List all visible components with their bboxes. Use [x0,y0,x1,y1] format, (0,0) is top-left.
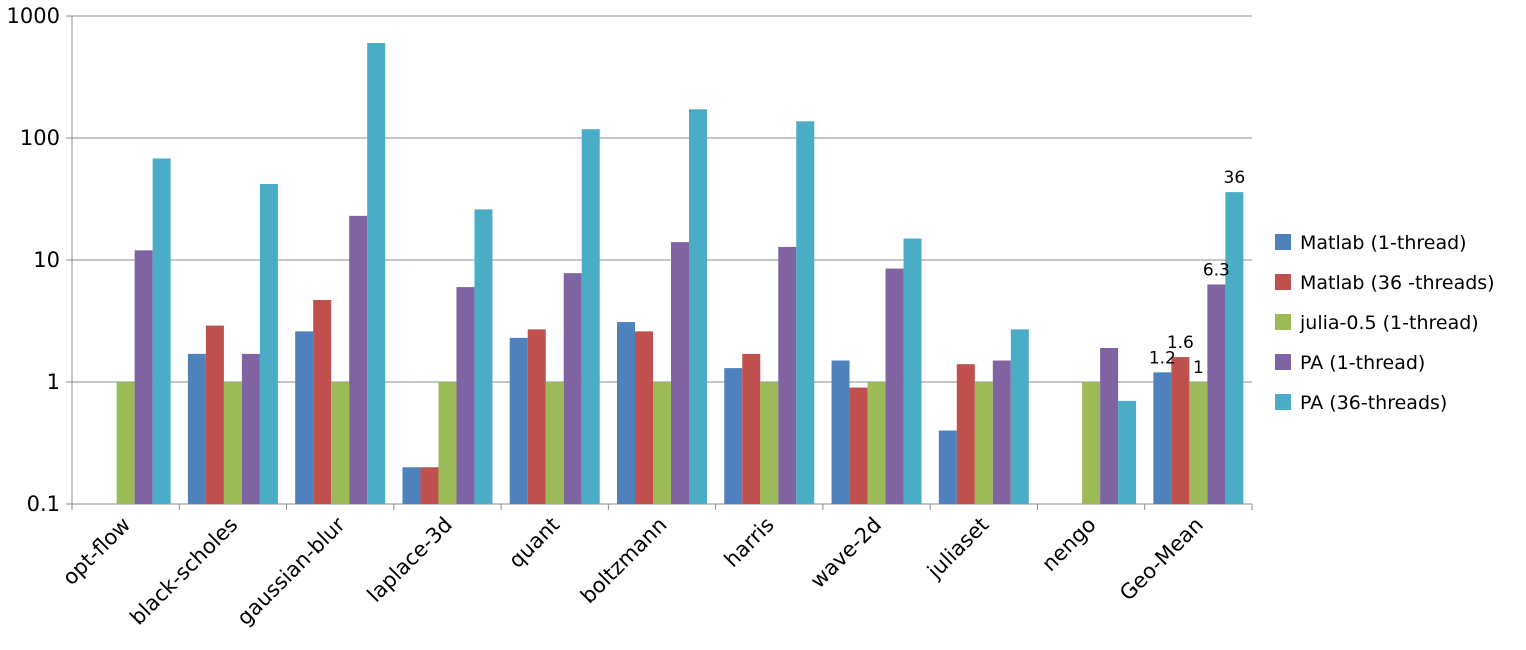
x-tick-label: boltzmann [576,513,672,609]
data-label: 1 [1193,358,1204,378]
bar-gaussian-blur-series-2 [313,300,332,504]
legend-swatch [1275,314,1291,330]
bar-juliaset-series-3 [974,382,993,504]
x-tick-label: laplace-3d [363,513,457,607]
bar-black-scholes-series-1 [187,353,206,504]
legend: Matlab (1-thread) Matlab (36 -threads) jul… [1275,232,1495,414]
bar-juliaset-series-2 [956,364,975,504]
legend-label: Matlab (1-thread) [1300,232,1467,254]
bar-harris-series-5 [796,121,815,504]
bar-quant-series-4 [563,273,582,504]
bar-wave-2d-series-5 [903,238,922,505]
bar-boltzmann-series-3 [653,382,671,504]
data-label: 36 [1224,168,1246,188]
bar-gaussian-blur-series-1 [295,331,314,504]
bar-harris-series-1 [724,368,743,504]
bar-laplace-3d-series-5 [474,209,493,505]
bar-nengo-series-3 [1082,382,1101,504]
bar-wave-2d-series-4 [885,268,904,504]
bar-nengo-series-4 [1100,347,1119,504]
bar-laplace-3d-series-1 [402,467,421,504]
legend-swatch [1275,354,1291,370]
bar-wave-2d-series-3 [867,382,886,504]
bar-harris-series-2 [742,353,761,504]
legend-swatch [1275,234,1291,250]
bar-harris-series-3 [760,382,779,504]
bar-gaussian-blur-series-4 [349,215,368,504]
x-tick-label: nengo [1037,513,1100,576]
bar-Geo-Mean-series-2 [1171,357,1190,504]
bar-laplace-3d-series-2 [420,467,439,504]
bar-harris-series-4 [778,246,797,504]
y-tick-label: 1000 [7,4,60,28]
x-tick-label: juliaset [922,513,993,584]
bar-quant-series-2 [527,329,546,504]
bar-opt-flow-series-4 [134,250,153,504]
data-label: 1.6 [1167,333,1194,353]
legend-label: Matlab (36 -threads) [1300,272,1495,294]
x-tick-label: wave-2d [806,513,886,593]
bar-Geo-Mean-series-5 [1225,192,1244,504]
legend-label: PA (1-thread) [1300,352,1425,374]
x-tick-label: opt-flow [58,513,135,590]
bar-boltzmann-series-4 [671,242,689,505]
bar-black-scholes-series-3 [223,382,242,504]
bar-juliaset-series-4 [992,360,1011,504]
data-label: 6.3 [1203,260,1230,280]
bars [116,43,1244,505]
y-tick-label: 10 [33,248,60,272]
x-tick-label: quant [504,513,564,573]
bar-boltzmann-series-1 [617,322,635,504]
bar-nengo-series-5 [1118,400,1137,504]
legend-swatch [1275,394,1291,410]
bar-gaussian-blur-series-5 [367,43,386,504]
bar-black-scholes-series-4 [241,353,260,504]
bar-wave-2d-series-2 [849,387,868,504]
bar-black-scholes-series-5 [259,183,278,504]
bar-quant-series-3 [545,382,564,504]
x-tick-label: Geo-Mean [1115,513,1208,606]
bar-boltzmann-series-2 [635,331,653,504]
bar-juliaset-series-5 [1010,329,1029,504]
legend-label: PA (36-threads) [1300,392,1447,414]
y-tick-label: 1 [47,370,60,394]
y-tick-label: 100 [20,126,60,150]
bar-wave-2d-series-1 [831,360,850,504]
bar-juliaset-series-1 [938,430,957,504]
bar-Geo-Mean-series-1 [1153,372,1172,504]
bar-laplace-3d-series-3 [438,382,457,504]
bar-opt-flow-series-3 [116,382,135,504]
bar-laplace-3d-series-4 [456,287,475,504]
bar-opt-flow-series-5 [152,158,171,505]
legend-swatch [1275,274,1291,290]
x-tick-label: gaussian-blur [232,512,350,630]
bar-boltzmann-series-5 [689,109,707,504]
bar-black-scholes-series-2 [205,325,224,504]
y-tick-label: 0.1 [27,492,60,516]
x-tick-label: black-scholes [125,513,242,630]
bar-gaussian-blur-series-3 [331,382,350,504]
legend-label: julia-0.5 (1-thread) [1299,312,1479,334]
bar-quant-series-1 [509,337,528,504]
data-label: 1.2 [1149,348,1176,368]
bar-Geo-Mean-series-3 [1189,382,1208,504]
bar-Geo-Mean-series-4 [1207,284,1226,504]
y-axis-ticks: 0.1 1 10 100 1000 [7,4,60,516]
bar-quant-series-5 [581,129,600,504]
data-labels: 1.21.6 1 6.3 36 [1149,168,1245,378]
x-tick-label: harris [720,513,779,572]
